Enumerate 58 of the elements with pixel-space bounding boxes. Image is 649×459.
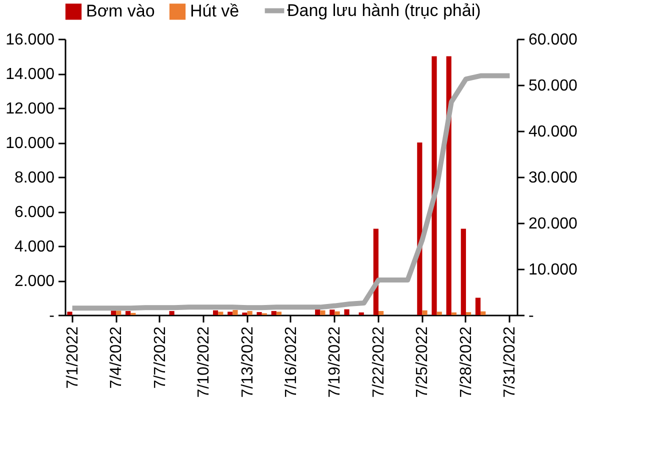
x-tick-label: 7/25/2022 (414, 326, 432, 398)
y2-tick-label: 10.000 (528, 262, 578, 278)
bar (315, 309, 320, 315)
bar (110, 310, 116, 315)
y-tick-label: 14.000 (6, 66, 55, 83)
bar (378, 311, 384, 315)
x-tick-label: 7/31/2022 (502, 326, 519, 398)
bar (169, 311, 174, 315)
bar (247, 311, 252, 315)
bar (436, 312, 442, 315)
bar (475, 298, 481, 315)
y2-tick-label: - (528, 308, 534, 324)
y-tick-label: - (49, 308, 54, 324)
bar (451, 312, 456, 315)
y-tick-label: 6.000 (14, 204, 55, 221)
bar (228, 312, 233, 315)
bar (256, 312, 262, 315)
x-tick-label: 7/28/2022 (458, 326, 475, 398)
bar (67, 312, 72, 315)
x-tick-label: 7/19/2022 (326, 326, 344, 398)
bar (334, 311, 340, 315)
y-tick-label: 10.000 (6, 135, 55, 152)
x-tick-label: 7/10/2022 (196, 326, 213, 398)
legend-label: Đang lưu hành (trục phải) (287, 0, 481, 20)
legend-label: Hút về (190, 2, 240, 21)
bar (276, 312, 282, 315)
bar (232, 310, 238, 315)
y-tick-label: 16.000 (6, 32, 55, 48)
x-tick-label: 7/1/2022 (64, 326, 82, 389)
bar (218, 312, 224, 315)
bar (344, 309, 350, 315)
bar (460, 228, 466, 315)
y-tick-label: 12.000 (6, 100, 55, 118)
legend-label: Bơm vào (86, 2, 155, 21)
y-tick-label: 4.000 (14, 238, 55, 256)
y2-tick-label: 60.000 (528, 32, 578, 48)
y2-tick-label: 40.000 (528, 124, 578, 140)
bar (212, 310, 218, 315)
bar (466, 312, 472, 315)
bar (271, 311, 276, 315)
bar (126, 311, 131, 315)
bar (116, 310, 122, 315)
x-tick-label: 7/7/2022 (152, 326, 169, 389)
x-tick-label: 7/22/2022 (370, 326, 388, 398)
x-tick-label: 7/4/2022 (108, 326, 126, 389)
y2-tick-label: 20.000 (528, 216, 578, 232)
bar (422, 310, 428, 315)
bar (320, 310, 326, 315)
x-tick-label: 7/16/2022 (283, 326, 300, 398)
y-tick-label: 2.000 (14, 273, 55, 290)
x-tick-label: 7/13/2022 (239, 326, 256, 398)
bar (480, 311, 486, 315)
bar (358, 312, 364, 315)
y2-tick-label: 50.000 (528, 78, 578, 94)
y2-tick-label: 30.000 (528, 170, 578, 186)
y-tick-label: 8.000 (14, 170, 55, 186)
bar (432, 56, 437, 315)
bar (330, 310, 335, 315)
